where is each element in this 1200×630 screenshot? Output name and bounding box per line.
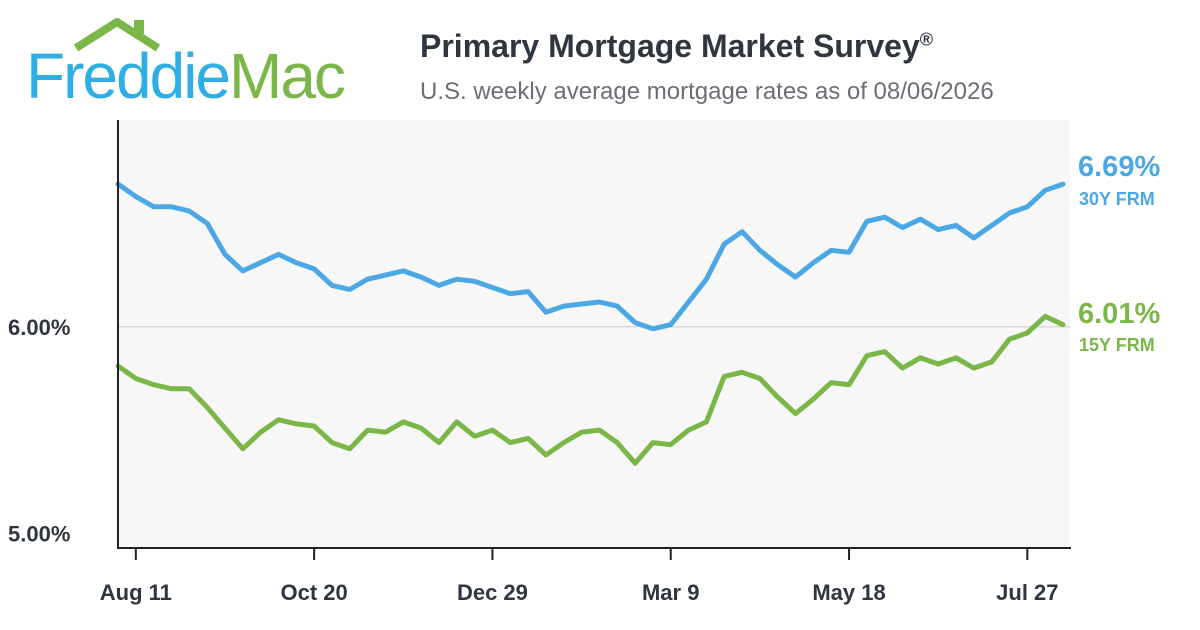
series-lines [115,181,1066,466]
x-tick-label: Mar 9 [642,580,699,605]
x-axis-ticks: Aug 11 Oct 20 Dec 29 Mar 9 May 18 Jul 27 [100,548,1059,605]
registered-mark: ® [919,29,934,50]
series-end-value: 6.01% [1078,298,1160,330]
x-tick-label: Oct 20 [280,580,347,605]
logo-word-freddie: Freddie [26,40,231,112]
plot-background [118,120,1070,548]
title-text: Primary Mortgage Market Survey [420,28,920,64]
logo-wordmark: FreddieMac [26,44,346,108]
logo-word-mac: Mac [229,40,346,112]
y-tick-label: 6.00% [8,315,70,340]
page-title: Primary Mortgage Market Survey® [420,28,933,65]
series-end-value: 6.69% [1078,151,1160,183]
series-line-30y-frm [115,181,1066,332]
x-tick-label: Aug 11 [100,580,172,605]
freddie-mac-logo: FreddieMac [26,18,386,108]
y-axis-ticks: 6.00% 5.00% [8,315,70,547]
x-tick-label: May 18 [812,580,885,605]
x-tick-label: Jul 27 [996,580,1058,605]
y-tick-label: 5.00% [8,522,70,547]
house-roof-icon [73,18,161,52]
series-end-name: 30Y FRM [1079,189,1155,209]
page-subtitle: U.S. weekly average mortgage rates as of… [420,78,994,105]
series-end-name: 15Y FRM [1079,335,1155,355]
series-end-labels: 6.69% 30Y FRM 6.01% 15Y FRM [1078,151,1160,355]
series-line-15y-frm [115,313,1066,466]
x-tick-label: Dec 29 [457,580,528,605]
